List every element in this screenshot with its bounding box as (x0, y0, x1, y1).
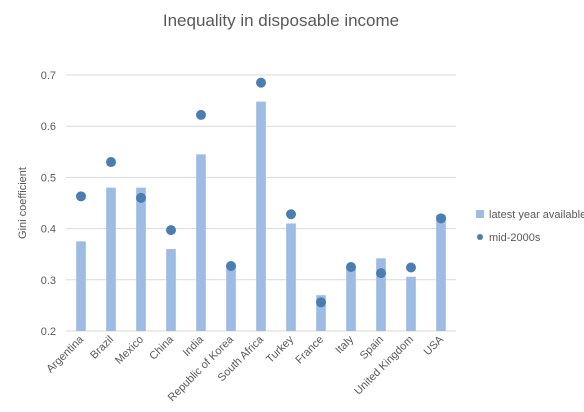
x-tick-label: USA (422, 333, 447, 358)
marker-point (286, 209, 296, 220)
chart-title: Inequality in disposable income (163, 11, 399, 30)
x-tick-label: Argentina (44, 333, 86, 375)
marker-point (346, 262, 356, 272)
x-tick-label: China (147, 333, 176, 362)
x-tick-label: Brazil (88, 334, 116, 362)
bar (286, 223, 296, 331)
y-tick-label: 0.6 (41, 121, 56, 133)
legend-swatch-bar (476, 210, 484, 218)
x-tick-label: Spain (358, 334, 386, 362)
markers (76, 77, 446, 308)
legend: latest year available mid-2000s (476, 209, 584, 244)
x-tick-label: Mexico (113, 334, 146, 367)
legend-label: latest year available (489, 209, 584, 221)
x-tick-label: France (293, 334, 326, 367)
bar (406, 276, 416, 331)
bar (376, 258, 386, 331)
y-tick-label: 0.3 (41, 275, 56, 287)
marker-point (256, 77, 266, 88)
y-tick-label: 0.7 (41, 70, 56, 82)
marker-point (436, 213, 446, 224)
y-tick-label: 0.4 (41, 224, 56, 236)
bar (76, 241, 86, 331)
bar (226, 267, 236, 331)
bar (196, 154, 206, 331)
x-tick-label: India (181, 333, 207, 359)
bar (316, 295, 326, 331)
bar (436, 214, 446, 331)
marker-point (406, 262, 416, 273)
marker-point (316, 297, 326, 308)
bars (76, 101, 446, 332)
marker-point (376, 268, 386, 279)
marker-point (166, 225, 176, 236)
legend-swatch-marker (477, 234, 483, 240)
bar (346, 267, 356, 331)
marker-point (106, 157, 116, 168)
y-tick-label: 0.2 (41, 326, 56, 338)
bar (106, 187, 116, 331)
y-axis: 0.2 0.3 0.4 0.5 0.6 0.7 (41, 70, 56, 338)
marker-point (76, 191, 86, 202)
y-axis-label: Gini coefficient (17, 167, 29, 239)
marker-point (196, 109, 206, 120)
x-tick-label: Italy (333, 333, 356, 356)
bar (166, 249, 176, 331)
bar (256, 101, 266, 332)
marker-point (136, 192, 146, 203)
marker-point (226, 260, 236, 271)
bar (136, 187, 146, 331)
x-tick-label: Turkey (264, 333, 296, 365)
legend-label: mid-2000s (489, 232, 541, 244)
y-tick-label: 0.5 (41, 172, 56, 184)
